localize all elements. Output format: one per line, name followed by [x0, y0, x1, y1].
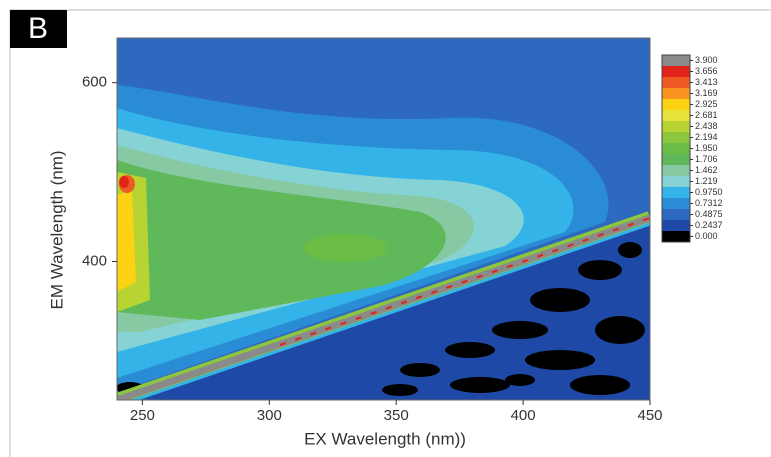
x-tick-label: 300: [257, 407, 282, 424]
colorbar-label: 1.950: [695, 143, 718, 153]
contour-region: [279, 217, 650, 346]
colorbar-label: 0.000: [695, 231, 718, 241]
contour-region: [595, 316, 645, 344]
colorbar-label: 3.900: [695, 55, 718, 65]
colorbar-label: 1.219: [695, 176, 718, 186]
panel-label: B: [28, 12, 48, 45]
contour-region: [382, 384, 418, 396]
x-tick-label: 250: [130, 407, 155, 424]
colorbar-label: 0.4875: [695, 209, 723, 219]
colorbar-swatch: [662, 231, 690, 242]
colorbar-label: 0.2437: [695, 220, 723, 230]
colorbar-swatch: [662, 209, 690, 220]
x-tick-label: 350: [384, 407, 409, 424]
contour-region: [445, 342, 495, 358]
y-tick-label: 400: [82, 252, 107, 269]
colorbar-label: 2.681: [695, 110, 718, 120]
contour-region: [530, 288, 590, 312]
contour-region: [400, 363, 440, 377]
contour-region: [525, 350, 595, 370]
colorbar-label: 1.706: [695, 154, 718, 164]
colorbar-swatch: [662, 176, 690, 187]
colorbar-swatch: [662, 154, 690, 165]
contour-region: [505, 374, 535, 386]
colorbar-label: 2.194: [695, 132, 718, 142]
plot-area: [117, 38, 650, 400]
colorbar-swatch: [662, 66, 690, 77]
contour-region: [492, 321, 548, 339]
colorbar-label: 3.413: [695, 77, 718, 87]
colorbar-swatch: [662, 88, 690, 99]
colorbar-label: 2.438: [695, 121, 718, 131]
contour-region: [303, 234, 387, 262]
colorbar-swatch: [662, 165, 690, 176]
contour-region: [618, 242, 642, 258]
contour-region: [129, 222, 650, 400]
contour-region: [450, 377, 510, 393]
colorbar-label: 1.462: [695, 165, 718, 175]
contour-region: [570, 375, 630, 395]
contour-region: [119, 176, 129, 188]
contour-region: [117, 190, 136, 292]
colorbar-border: [661, 54, 691, 243]
colorbar-label: 3.169: [695, 88, 718, 98]
y-axis-label: EM Wavelength (nm): [47, 150, 66, 309]
colorbar-swatch: [662, 132, 690, 143]
contour-region: [578, 260, 622, 280]
colorbar-swatch: [662, 143, 690, 154]
contour-region: [117, 160, 446, 320]
colorbar-swatch: [662, 220, 690, 231]
x-tick-label: 400: [511, 407, 536, 424]
contour-region: [117, 214, 650, 400]
x-axis-label: EX Wavelength (nm)): [304, 429, 466, 448]
colorbar-swatch: [662, 77, 690, 88]
colorbar-label: 3.656: [695, 66, 718, 76]
colorbar-swatch: [662, 99, 690, 110]
colorbar-label: 2.925: [695, 99, 718, 109]
y-tick-label: 600: [82, 74, 107, 91]
colorbar-swatch: [662, 110, 690, 121]
colorbar-swatch: [662, 198, 690, 209]
plot-border: [116, 37, 651, 401]
colorbar-swatch: [662, 187, 690, 198]
panel-label-box: [10, 10, 67, 48]
x-tick-label: 450: [637, 407, 662, 424]
colorbar-swatch: [662, 55, 690, 66]
colorbar-label: 0.7312: [695, 198, 723, 208]
colorbar-label: 0.9750: [695, 187, 723, 197]
colorbar-swatch: [662, 121, 690, 132]
